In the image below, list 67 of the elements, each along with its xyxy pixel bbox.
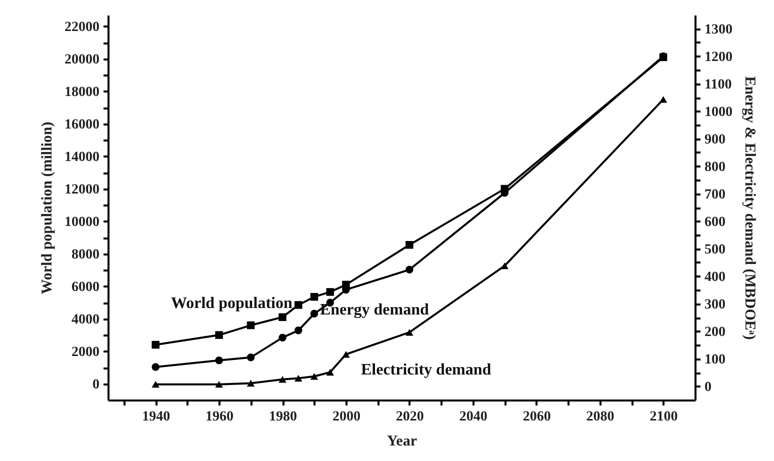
point [406,240,414,249]
y-tick-label: 4000 [72,312,100,328]
y2-tick-label: 200 [704,324,726,340]
point [406,266,414,274]
point [294,326,302,334]
point [500,262,508,270]
y-tick-label: 6000 [72,280,100,295]
series-label: Energy demand [320,302,429,319]
point [326,288,334,296]
y2-tick-label: 300 [704,297,726,312]
x-tick-label: 2000 [332,410,360,424]
point [246,380,255,387]
y2-tick-label: 100 [704,352,726,368]
x-tick-label: 2040 [459,410,488,424]
series-label: World population [171,294,292,312]
point [310,292,318,301]
point [326,368,334,376]
y-tick-label: 0 [92,377,100,392]
point [246,354,255,362]
point [152,380,160,388]
point [278,376,286,383]
point [215,380,223,388]
point [152,363,160,371]
y-tick-label: 10000 [64,214,100,230]
point [294,374,302,382]
point [659,96,668,103]
y-tick-label: 20000 [64,52,100,68]
point [310,372,318,380]
point [310,310,318,318]
x-tick-label: 2080 [586,410,614,424]
y2-axis-title: Energy & Electricity demand (MBDOEᵃ) [742,76,758,340]
point [246,321,255,330]
x-tick-label: 2060 [522,410,551,424]
point [152,340,160,349]
point [406,328,414,336]
y2-tick-label: 500 [704,242,726,258]
y2-tick-label: 700 [704,187,726,202]
point [342,350,350,358]
series-label: Electricity demand [360,361,492,378]
y2-tick-label: 1300 [704,22,732,38]
y-tick-label: 14000 [64,150,100,165]
y2-tick-label: 1000 [704,104,732,120]
x-tick-label: 1940 [142,410,170,424]
y-tick-label: 8000 [72,247,100,262]
y-axis-title: World population (million) [40,122,56,294]
y-tick-label: 12000 [64,182,100,198]
point [294,301,302,309]
y-tick-label: 16000 [64,117,100,132]
x-tick-label: 2020 [396,410,424,424]
x-tick-label: 1960 [206,410,234,424]
y-tick-label: 22000 [64,20,100,35]
x-axis-title: Year [387,434,418,450]
point [278,313,286,322]
y2-tick-label: 1200 [704,50,732,65]
point [278,334,286,342]
y2-tick-label: 800 [704,160,726,175]
y2-tick-label: 0 [704,380,712,395]
y2-tick-label: 600 [704,214,726,230]
x-tick-label: 1980 [269,410,298,424]
x-tick-label: 2100 [650,410,678,424]
y2-tick-label: 1100 [704,77,732,92]
y2-tick-label: 400 [704,270,726,285]
y2-tick-label: 900 [704,132,726,148]
point [215,356,223,364]
y-tick-label: 2000 [72,344,100,360]
y-tick-label: 18000 [64,84,100,100]
point [215,331,223,339]
